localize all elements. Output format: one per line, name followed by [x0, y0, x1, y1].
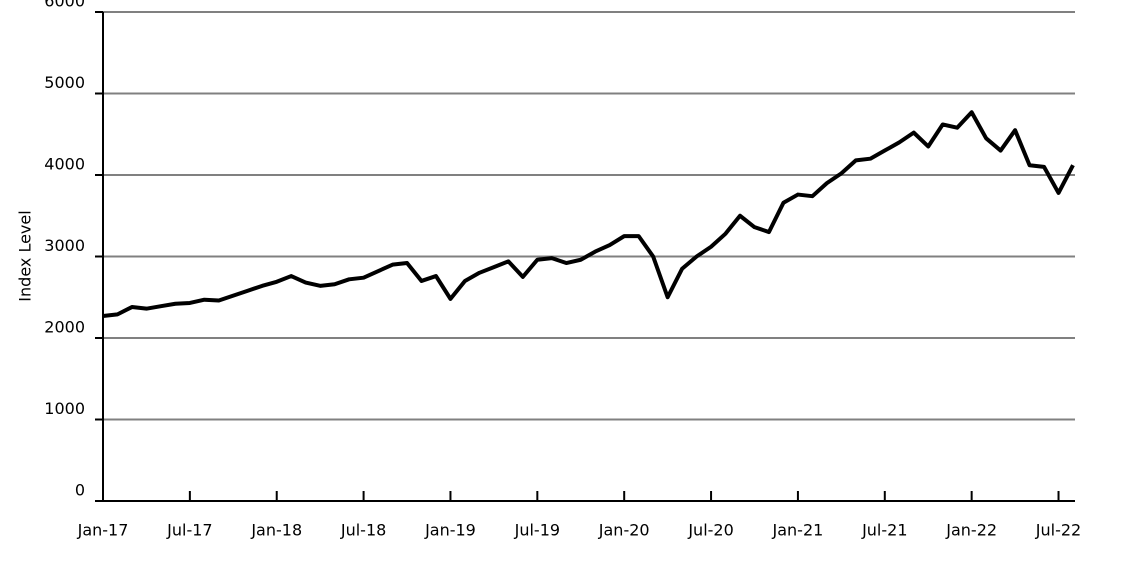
y-axis-label: Index Level: [16, 210, 35, 301]
x-tick-label: Jan-17: [77, 521, 129, 540]
y-tick-label: 0: [75, 481, 85, 500]
x-tick-label: Jan-21: [772, 521, 824, 540]
x-tick-label: Jul-21: [861, 521, 907, 540]
x-tick-label: Jul-17: [166, 521, 212, 540]
line: [102, 110, 1075, 318]
x-tick-label: Jan-19: [424, 521, 476, 540]
x-tick-label: Jul-22: [1035, 521, 1081, 540]
x-tick-label: Jul-20: [687, 521, 733, 540]
x-tick-label: Jan-20: [598, 521, 650, 540]
y-tick-label: 6000: [44, 0, 85, 11]
x-tick-label: Jul-19: [514, 521, 560, 540]
y-tick-label: 3000: [44, 236, 85, 255]
x-tick-label: Jan-18: [250, 521, 302, 540]
y-tick-label: 4000: [44, 155, 85, 174]
x-tick-label: Jul-18: [340, 521, 386, 540]
y-tick-label: 1000: [44, 399, 85, 418]
y-tick-label: 5000: [44, 73, 85, 92]
x-tick-label: Jan-22: [945, 521, 997, 540]
y-tick-label: 2000: [44, 318, 85, 337]
